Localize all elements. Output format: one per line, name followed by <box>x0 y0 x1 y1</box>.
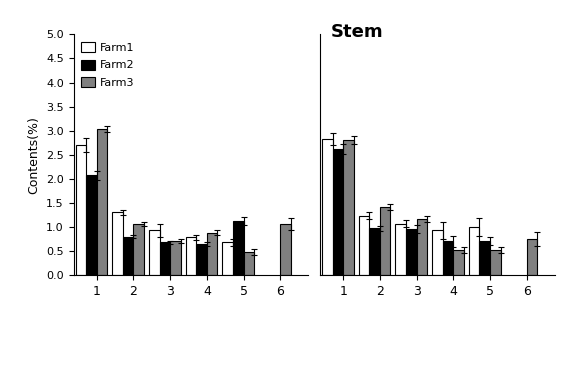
Bar <box>160 242 170 275</box>
Legend: Farm1, Farm2, Farm3: Farm1, Farm2, Farm3 <box>79 40 137 90</box>
Bar <box>97 129 108 275</box>
Bar <box>112 212 123 275</box>
Bar <box>479 241 490 275</box>
Bar <box>395 223 406 275</box>
Bar <box>222 242 233 275</box>
Bar <box>186 238 196 275</box>
Bar <box>86 175 97 275</box>
Bar <box>417 219 427 275</box>
Bar <box>322 139 333 275</box>
Bar <box>453 250 464 275</box>
Bar <box>196 244 207 275</box>
Bar <box>406 229 417 275</box>
Bar <box>490 250 500 275</box>
Bar <box>443 241 453 275</box>
Bar <box>149 230 160 275</box>
Bar <box>380 207 391 275</box>
Bar <box>233 221 243 275</box>
Bar <box>343 140 354 275</box>
Y-axis label: Contents(%): Contents(%) <box>28 116 41 194</box>
Bar <box>432 230 443 275</box>
Bar <box>527 239 537 275</box>
Bar <box>134 224 144 275</box>
Bar <box>369 228 380 275</box>
Bar <box>280 224 291 275</box>
Bar <box>170 241 181 275</box>
Bar <box>469 227 479 275</box>
Bar <box>333 149 343 275</box>
Bar <box>207 233 217 275</box>
Text: Stem: Stem <box>331 23 383 41</box>
Bar <box>75 145 86 275</box>
Bar <box>243 252 254 275</box>
Bar <box>123 236 134 275</box>
Bar <box>359 216 369 275</box>
